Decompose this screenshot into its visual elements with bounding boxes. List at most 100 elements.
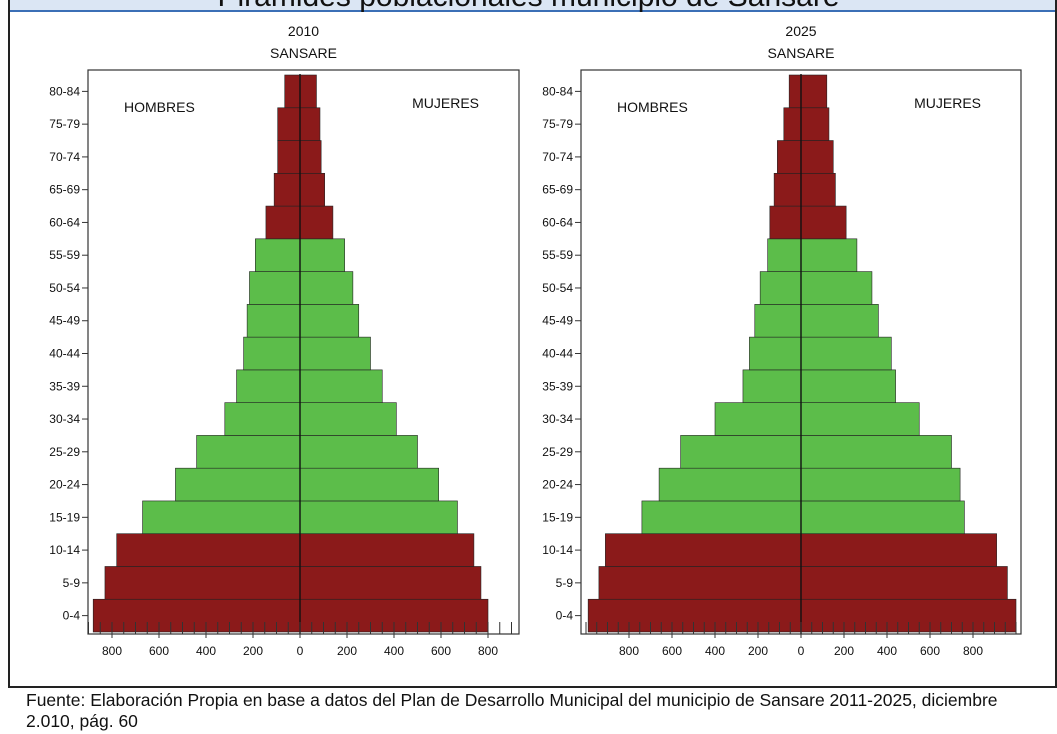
y-tick-label: 75-79 — [542, 117, 573, 131]
bar-hombres-60-64 — [769, 205, 802, 240]
bar-hombres-5-9 — [104, 566, 301, 600]
bar-hombres-20-24 — [658, 467, 802, 502]
bar-hombres-10-14 — [116, 533, 301, 567]
bar-mujeres-50-54 — [299, 271, 354, 305]
bar-mujeres-65-69 — [299, 172, 325, 207]
x-tick-label: 400 — [384, 644, 404, 658]
bar-hombres-0-4 — [92, 598, 301, 633]
chart-subtitle: SANSARE — [270, 45, 337, 61]
bar-mujeres-40-44 — [800, 336, 892, 371]
y-tick-label: 75-79 — [49, 117, 80, 131]
bar-hombres-30-34 — [224, 402, 301, 436]
bar-mujeres-40-44 — [299, 336, 371, 371]
pyramid-charts: 2010 SANSARE HOMBRES MUJERES 0-4 5-9 10-14 15-1… — [49, 23, 1022, 658]
bar-mujeres-70-74 — [800, 140, 834, 174]
bar-hombres-30-34 — [714, 402, 802, 436]
y-tick-label: 20-24 — [542, 478, 573, 492]
bar-mujeres-70-74 — [299, 140, 322, 174]
x-tick-label: 200 — [337, 644, 357, 658]
bar-mujeres-35-39 — [299, 369, 383, 403]
bar-mujeres-5-9 — [800, 566, 1008, 600]
bar-hombres-75-79 — [783, 107, 802, 141]
y-tick-label: 60-64 — [542, 215, 573, 229]
bar-mujeres-45-49 — [800, 304, 879, 338]
x-tick-label: 800 — [478, 644, 498, 658]
bar-hombres-35-39 — [236, 369, 301, 403]
left-sex-label: HOMBRES — [617, 99, 688, 115]
y-tick-label: 10-14 — [49, 543, 80, 557]
y-tick-label: 80-84 — [542, 84, 573, 98]
x-tick-label: 0 — [297, 644, 304, 658]
y-tick-label: 10-14 — [542, 543, 573, 557]
bar-mujeres-30-34 — [299, 402, 397, 436]
y-tick-label: 15-19 — [542, 510, 573, 524]
y-tick-label: 45-49 — [49, 314, 80, 328]
bar-mujeres-75-79 — [800, 107, 830, 141]
bar-hombres-25-29 — [196, 435, 301, 469]
y-tick-label: 40-44 — [49, 347, 80, 361]
y-tick-label: 35-39 — [542, 379, 573, 393]
chart-title: 2010 — [288, 23, 319, 39]
x-tick-label: 200 — [834, 644, 854, 658]
bar-mujeres-80-84 — [299, 74, 317, 109]
x-tick-label: 600 — [431, 644, 451, 658]
figure-frame — [8, 0, 1057, 688]
bar-hombres-50-54 — [249, 271, 301, 305]
title-bar: Pirámides poblacionales municipio de San… — [0, 0, 1057, 12]
bar-hombres-55-59 — [767, 238, 802, 272]
bar-mujeres-50-54 — [800, 271, 873, 305]
bar-hombres-65-69 — [273, 172, 301, 207]
x-tick-label: 800 — [102, 644, 122, 658]
bar-mujeres-80-84 — [800, 74, 828, 109]
y-tick-label: 20-24 — [49, 478, 80, 492]
bar-hombres-20-24 — [175, 467, 301, 502]
y-tick-label: 0-4 — [556, 609, 574, 623]
bar-hombres-15-19 — [641, 500, 802, 535]
x-tick-label: 400 — [877, 644, 897, 658]
x-tick-label: 400 — [705, 644, 725, 658]
bar-hombres-40-44 — [243, 336, 301, 371]
bar-mujeres-20-24 — [299, 467, 439, 502]
x-tick-label: 800 — [619, 644, 639, 658]
bar-mujeres-60-64 — [299, 205, 334, 240]
bar-hombres-70-74 — [277, 140, 301, 174]
bar-hombres-45-49 — [246, 304, 301, 338]
bar-mujeres-10-14 — [800, 533, 997, 567]
bar-hombres-55-59 — [255, 238, 301, 272]
bar-mujeres-25-29 — [299, 435, 418, 469]
bar-mujeres-35-39 — [800, 369, 896, 403]
y-tick-label: 50-54 — [49, 281, 80, 295]
bar-mujeres-10-14 — [299, 533, 475, 567]
bar-hombres-80-84 — [284, 74, 301, 109]
bar-hombres-35-39 — [742, 369, 802, 403]
chart-subtitle: SANSARE — [768, 45, 835, 61]
bar-mujeres-15-19 — [800, 500, 965, 535]
bar-hombres-65-69 — [773, 172, 802, 207]
y-tick-label: 65-69 — [542, 183, 573, 197]
bar-hombres-75-79 — [277, 107, 301, 141]
y-tick-label: 55-59 — [49, 248, 80, 262]
chart-title: 2025 — [785, 23, 816, 39]
bar-mujeres-55-59 — [299, 238, 345, 272]
bar-hombres-70-74 — [777, 140, 802, 174]
bar-mujeres-45-49 — [299, 304, 360, 338]
y-tick-label: 35-39 — [49, 379, 80, 393]
y-tick-label: 15-19 — [49, 510, 80, 524]
bar-mujeres-15-19 — [299, 500, 458, 535]
x-tick-label: 0 — [798, 644, 805, 658]
y-tick-label: 25-29 — [542, 445, 573, 459]
y-tick-label: 40-44 — [542, 347, 573, 361]
x-tick-label: 400 — [196, 644, 216, 658]
bar-mujeres-5-9 — [299, 566, 482, 600]
y-tick-label: 25-29 — [49, 445, 80, 459]
bar-hombres-80-84 — [788, 74, 802, 109]
bar-mujeres-75-79 — [299, 107, 321, 141]
y-tick-label: 60-64 — [49, 215, 80, 229]
bar-mujeres-20-24 — [800, 467, 961, 502]
x-tick-label: 800 — [963, 644, 983, 658]
x-tick-label: 600 — [662, 644, 682, 658]
right-sex-label: MUJERES — [412, 95, 479, 111]
source-caption: Fuente: Elaboración Propia en base a dat… — [26, 690, 998, 731]
x-tick-label: 600 — [149, 644, 169, 658]
y-tick-label: 80-84 — [49, 84, 80, 98]
